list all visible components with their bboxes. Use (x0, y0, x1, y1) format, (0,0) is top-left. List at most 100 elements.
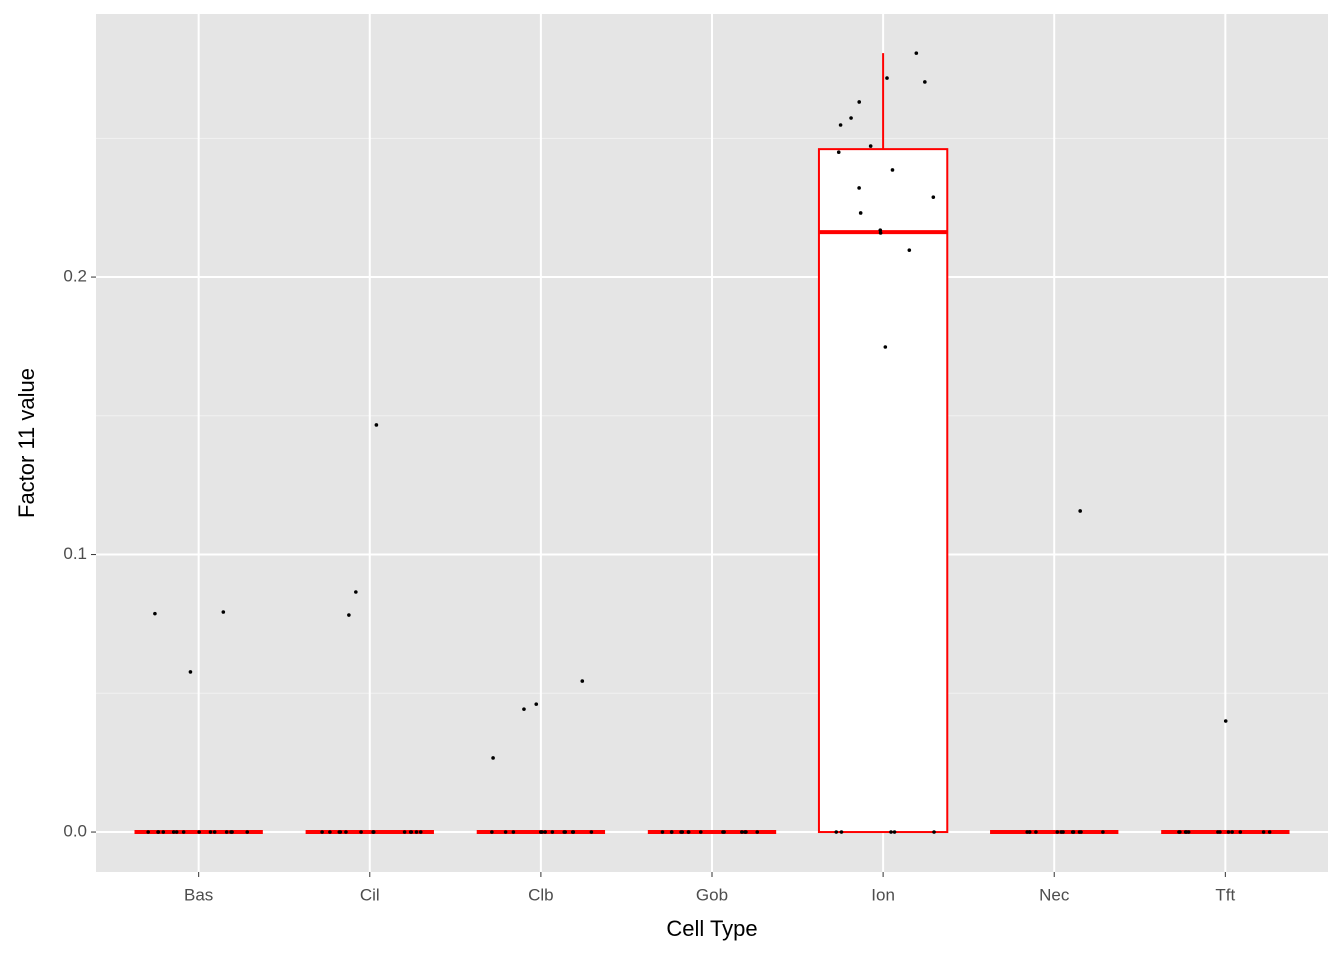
point (1078, 509, 1082, 513)
point (188, 670, 193, 674)
point (907, 248, 912, 252)
y-tick-label: 0.2 (63, 267, 87, 286)
point (408, 830, 413, 834)
point (1061, 830, 1065, 834)
point (857, 186, 861, 190)
point (834, 830, 839, 834)
point (1177, 830, 1181, 834)
point (858, 211, 863, 215)
point (836, 150, 841, 154)
point (174, 830, 179, 834)
point (1079, 830, 1083, 834)
point (680, 830, 685, 834)
point (589, 830, 594, 834)
point (344, 830, 348, 834)
point (883, 345, 888, 349)
point (1223, 719, 1228, 723)
point (156, 830, 160, 834)
point (849, 116, 853, 120)
point (245, 830, 250, 834)
y-tick-label: 0.1 (63, 544, 87, 563)
y-axis-title: Factor 11 value (14, 368, 39, 518)
point (522, 707, 526, 711)
point (543, 830, 547, 834)
point (932, 830, 936, 834)
point (490, 830, 494, 834)
point (721, 830, 725, 834)
x-tick-label: Ion (871, 885, 895, 904)
point (660, 830, 665, 834)
x-tick-label: Tft (1215, 885, 1235, 904)
x-tick-label: Bas (184, 885, 213, 904)
point (1230, 830, 1234, 834)
x-tick-label: Clb (528, 885, 554, 904)
point (1183, 830, 1188, 834)
point (371, 830, 376, 834)
x-tick-label: Nec (1039, 885, 1070, 904)
point (885, 76, 889, 80)
x-axis-title: Cell Type (666, 916, 757, 941)
point (347, 613, 351, 617)
point (740, 830, 744, 834)
point (890, 168, 895, 172)
point (161, 830, 166, 834)
point (838, 123, 843, 127)
point (320, 830, 324, 834)
point (538, 830, 543, 834)
point (359, 830, 363, 834)
point (1267, 830, 1272, 834)
point (511, 830, 516, 834)
point (839, 830, 844, 834)
point (146, 830, 150, 834)
point (224, 830, 229, 834)
point (491, 756, 495, 760)
point (755, 830, 760, 834)
point (171, 830, 176, 834)
box (817, 148, 949, 834)
point (857, 100, 862, 104)
point (197, 830, 201, 834)
point (153, 611, 157, 616)
point (414, 830, 419, 834)
point (1025, 830, 1030, 834)
point (914, 51, 919, 55)
point (338, 830, 343, 834)
point (889, 830, 893, 834)
point (229, 830, 233, 834)
point (580, 679, 585, 683)
y-tick-label: 0.0 (63, 822, 87, 841)
point (563, 830, 568, 834)
point (212, 830, 217, 834)
point (1055, 830, 1060, 834)
point (878, 228, 883, 232)
point (1186, 830, 1191, 834)
point (1261, 830, 1266, 834)
point (698, 830, 703, 834)
x-tick-label: Cil (360, 885, 380, 904)
point (418, 830, 423, 834)
point (328, 830, 332, 834)
point (744, 830, 748, 834)
point (686, 830, 691, 834)
point (669, 830, 674, 834)
point (892, 830, 897, 834)
point (208, 830, 213, 834)
point (534, 702, 539, 706)
point (1101, 830, 1105, 834)
point (571, 830, 576, 834)
point (868, 144, 873, 148)
point (181, 830, 186, 834)
point (923, 80, 927, 84)
point (1226, 830, 1231, 834)
point (503, 830, 508, 834)
point (878, 231, 883, 235)
point (1034, 830, 1038, 834)
point (1238, 830, 1243, 834)
point (221, 610, 226, 614)
point (1218, 830, 1222, 834)
point (402, 830, 407, 834)
point (1070, 830, 1075, 834)
point (374, 423, 379, 427)
x-tick-label: Gob (696, 885, 728, 904)
